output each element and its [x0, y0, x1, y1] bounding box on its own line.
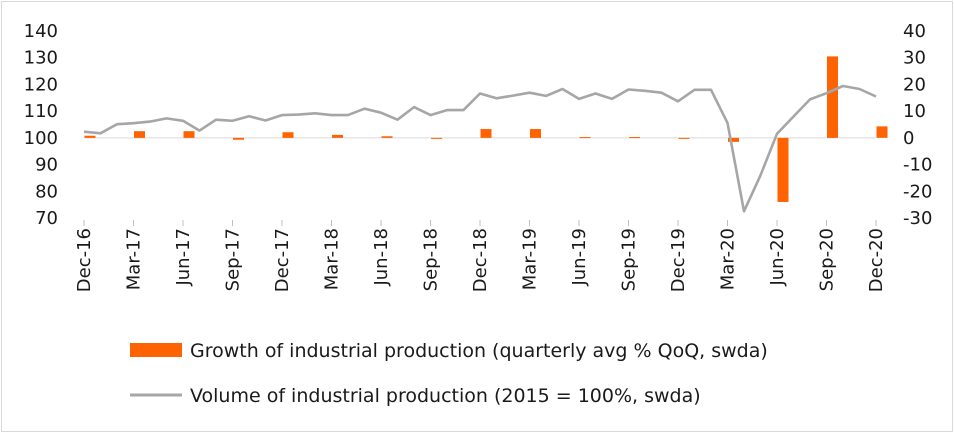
tick-labels: 70 80 90 100 110 120 130 140 -30 -20 -10 0 10 20 30 40 D… — [24, 21, 933, 292]
bar-Jun-20 — [777, 137, 789, 202]
bar-Sep-17 — [233, 137, 244, 140]
x-tick-label: Sep-17 — [223, 228, 244, 291]
bar-Sep-20 — [827, 56, 838, 138]
y-right-tick: -30 — [903, 208, 932, 229]
x-tick-label: Mar-17 — [124, 228, 145, 290]
y-left-tick: 80 — [35, 181, 58, 202]
y-right-tick: 20 — [903, 74, 926, 95]
x-tick-label: Jun-19 — [569, 228, 590, 287]
bar-Jun-18 — [381, 136, 393, 138]
bar-Mar-17 — [134, 131, 145, 138]
x-tick-label: Jun-18 — [371, 228, 392, 287]
x-tick-label: Dec-16 — [74, 228, 95, 292]
y-left-tick: 90 — [35, 155, 58, 176]
x-tick-label: Jun-20 — [767, 228, 788, 287]
bar-Jun-17 — [183, 131, 195, 138]
legend-swatch-growth — [130, 343, 182, 357]
legend: Growth of industrial production (quarter… — [130, 340, 768, 407]
bar-Dec-18 — [480, 129, 492, 138]
legend-label-growth: Growth of industrial production (quarter… — [190, 340, 768, 362]
x-tick-label: Mar-19 — [520, 228, 541, 290]
x-tick-label: Dec-17 — [272, 228, 293, 292]
y-left-tick: 120 — [24, 74, 58, 95]
y-left-tick: 110 — [24, 101, 58, 122]
legend-label-volume: Volume of industrial production (2015 = … — [190, 385, 701, 407]
y-left-tick: 140 — [24, 21, 58, 42]
bar-Mar-19 — [530, 129, 541, 138]
x-tick-label: Dec-20 — [866, 228, 887, 292]
y-left-tick: 100 — [24, 128, 58, 149]
bar-Mar-18 — [332, 134, 343, 138]
x-tick-label: Jun-17 — [173, 228, 194, 287]
y-right-tick: -20 — [903, 181, 932, 202]
x-tick-label: Dec-18 — [470, 228, 491, 292]
y-right-tick: 10 — [903, 101, 926, 122]
x-tick-label: Mar-20 — [718, 228, 739, 290]
y-right-tick: -10 — [903, 155, 932, 176]
bar-Dec-17 — [282, 132, 294, 138]
x-tick-label: Sep-20 — [817, 228, 838, 291]
y-left-tick: 70 — [35, 208, 58, 229]
bar-Dec-20 — [876, 126, 888, 138]
y-right-tick: 0 — [903, 128, 914, 149]
x-tick-label: Dec-19 — [668, 228, 689, 292]
x-tick-label: Sep-18 — [421, 228, 442, 291]
bar-Dec-19 — [678, 137, 690, 139]
y-left-tick: 130 — [24, 48, 58, 69]
x-tick-label: Sep-19 — [619, 228, 640, 291]
bar-Mar-20 — [728, 137, 739, 142]
growth-bars — [84, 56, 888, 202]
volume-series-line — [83, 84, 877, 213]
bar-Jun-19 — [579, 137, 591, 139]
bar-Dec-16 — [84, 135, 96, 138]
bar-Sep-18 — [431, 137, 442, 139]
x-tick-label: Mar-18 — [322, 228, 343, 290]
y-right-tick: 40 — [903, 21, 926, 42]
y-right-tick: 30 — [903, 48, 926, 69]
bar-Sep-19 — [629, 137, 640, 139]
volume-line — [83, 84, 877, 213]
